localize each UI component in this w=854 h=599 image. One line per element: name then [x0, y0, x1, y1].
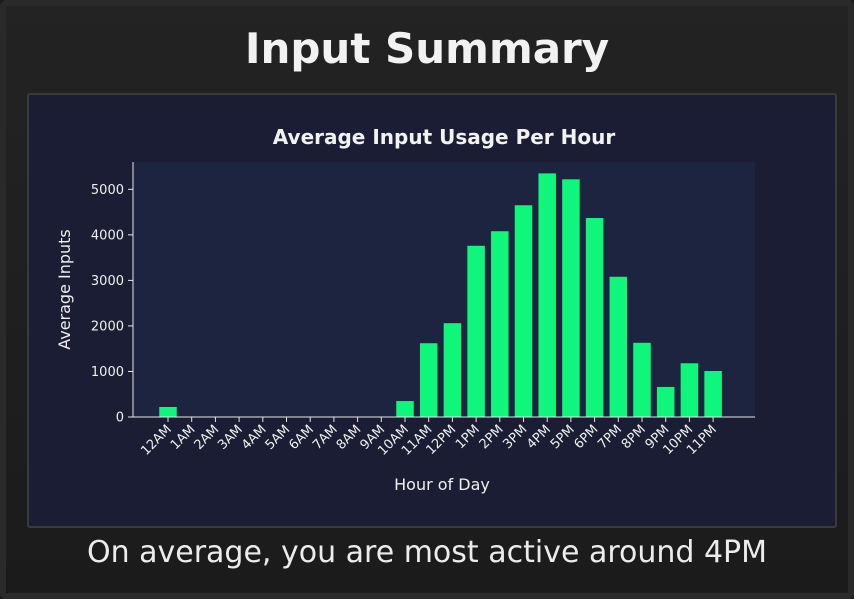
bar-chart: Average Input Usage Per Hour 0 1000 2000 30… [55, 125, 755, 494]
y-tick-label: 1000 [91, 365, 124, 380]
x-tick-label: 6PM [571, 422, 601, 452]
bar-6pm [585, 218, 604, 417]
x-tick-label: 1AM [168, 422, 199, 453]
bar-9pm [656, 386, 675, 417]
y-axis: 0 1000 2000 3000 4000 5000 [91, 162, 134, 426]
bar-10pm [680, 363, 699, 417]
chart-panel: Average Input Usage Per Hour 0 1000 2000 30… [27, 93, 837, 528]
y-tick-label: 4000 [91, 228, 124, 243]
bar-11pm [704, 371, 722, 417]
bar-12pm [443, 323, 462, 417]
x-tick-label: 3PM [500, 422, 530, 452]
bar-12am [159, 406, 177, 417]
x-tick-label: 8AM [334, 422, 365, 453]
x-tick-label: 1PM [453, 422, 483, 452]
x-tick-label: 7AM [310, 422, 341, 453]
y-tick-label: 0 [116, 411, 124, 426]
y-tick-label: 3000 [91, 274, 124, 289]
x-tick-label: 4PM [524, 422, 554, 452]
x-tick-label: 6AM [286, 422, 317, 453]
x-tick-label: 7PM [595, 422, 625, 452]
x-axis: 12AM1AM2AM3AM4AM5AM6AM7AM8AM9AM10AM11AM1… [133, 416, 755, 459]
chart-title: Average Input Usage Per Hour [273, 125, 616, 149]
y-tick-label: 2000 [91, 319, 124, 334]
x-tick-label: 5PM [548, 422, 578, 452]
bar-10am [396, 401, 414, 417]
x-tick-label: 3AM [215, 422, 246, 453]
bar-7pm [609, 276, 628, 417]
bar-5pm [562, 179, 580, 417]
bar-3pm [514, 205, 533, 417]
summary-text: On average, you are most active around 4… [86, 535, 768, 570]
x-tick-label: 5AM [263, 422, 294, 453]
bar-1pm [467, 245, 485, 417]
bar-2pm [491, 231, 509, 417]
page-title: Input Summary [244, 24, 610, 73]
bars-group [159, 173, 722, 417]
y-axis-label: Average Inputs [55, 229, 74, 350]
x-tick-label: 2PM [477, 422, 507, 452]
bar-4pm [538, 173, 556, 417]
x-tick-label: 4AM [239, 422, 270, 453]
bar-11am [419, 343, 438, 417]
x-axis-label: Hour of Day [394, 475, 490, 494]
x-tick-label: 2AM [192, 422, 223, 453]
x-tick-label: 8PM [619, 422, 649, 452]
y-tick-label: 5000 [91, 183, 124, 198]
bar-8pm [633, 342, 651, 417]
